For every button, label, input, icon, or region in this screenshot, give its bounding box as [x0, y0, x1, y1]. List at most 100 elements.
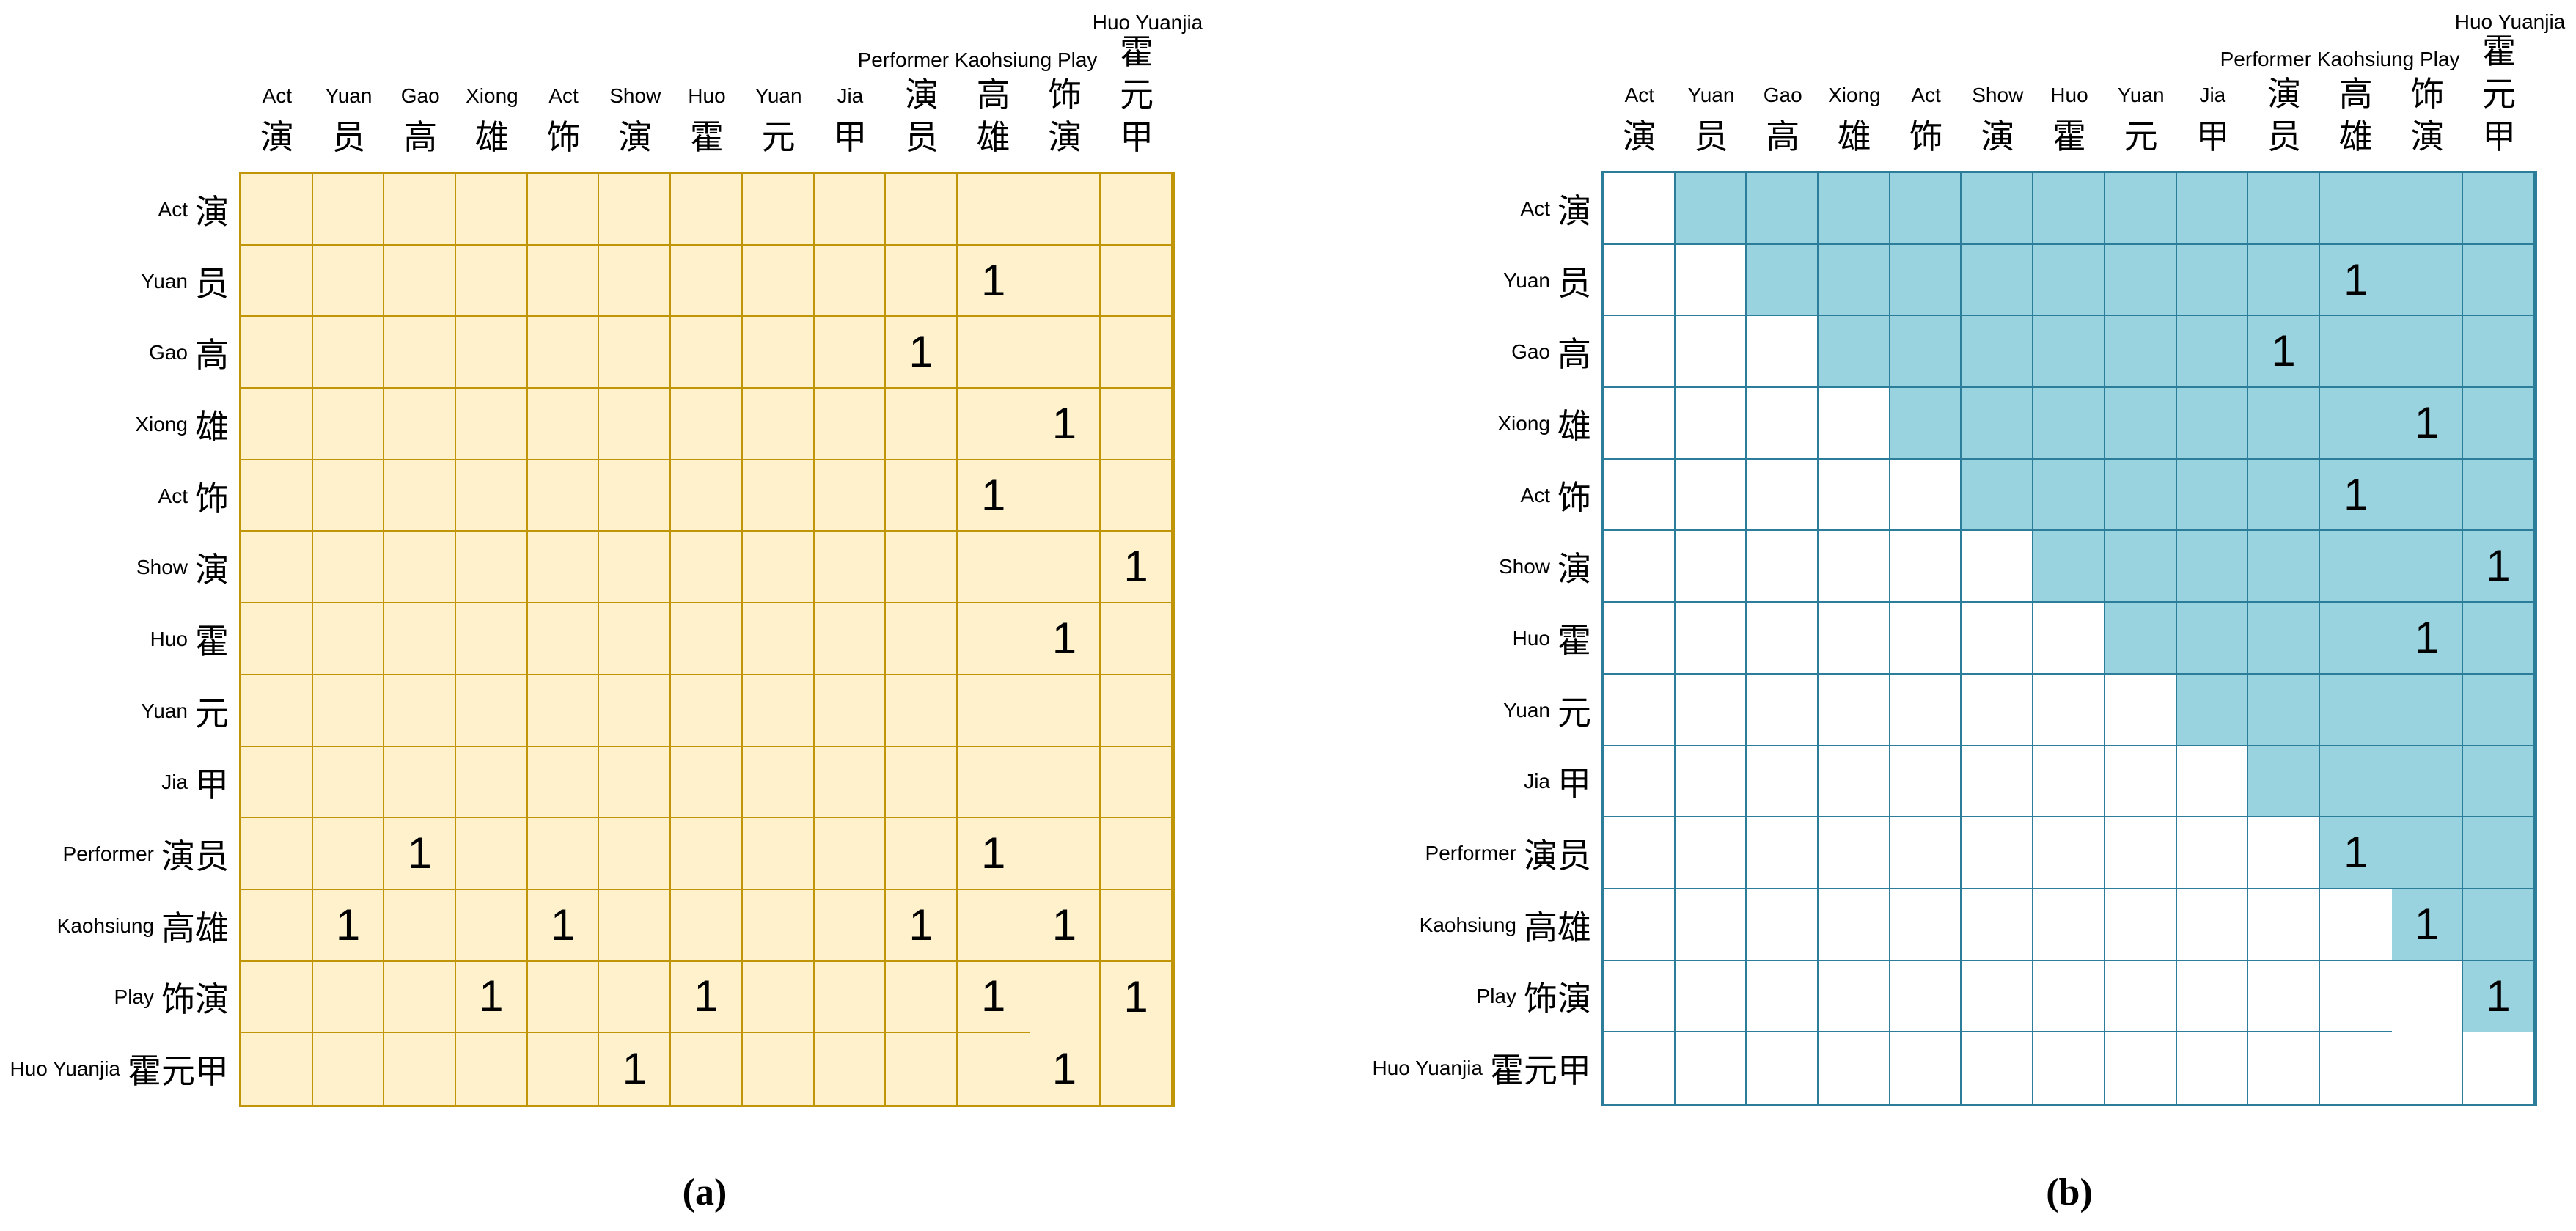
matrix-cell — [2248, 746, 2320, 818]
row-label-en: Kaohsiung — [1419, 913, 1516, 936]
column-header-zh: 演 — [1981, 117, 2015, 156]
row-label-zh: 高雄 — [161, 908, 229, 948]
matrix-cell: 1 — [1029, 389, 1101, 460]
column-header-en: Xiong — [1828, 84, 1881, 106]
row-label-zh: 饰演 — [1524, 979, 1591, 1019]
matrix-cell: 1 — [957, 961, 1030, 1034]
matrix-cell — [527, 460, 600, 532]
matrix-cell — [384, 746, 457, 819]
matrix-cell — [1819, 1032, 1890, 1104]
row-label-zh: 饰 — [195, 478, 229, 518]
matrix-cell — [814, 460, 887, 532]
row-label: Gao 高 — [1276, 316, 1591, 388]
column-header-en: Yuan — [325, 84, 373, 107]
row-label: Jia 甲 — [1276, 746, 1591, 818]
row-label-zh: 霍元甲 — [128, 1051, 229, 1092]
column-header-zh: 饰 — [1048, 75, 1082, 114]
matrix-cell — [599, 317, 672, 389]
matrix-cell — [2463, 603, 2535, 675]
column-header-zh: 元 — [761, 117, 796, 157]
matrix-cell — [2248, 1032, 2320, 1104]
matrix-cell: 1 — [2391, 603, 2464, 675]
matrix-cell — [2391, 746, 2464, 818]
matrix-cell — [1747, 1032, 1819, 1104]
row-label: Play 饰演 — [0, 962, 229, 1034]
matrix-cell — [671, 174, 743, 246]
matrix-cell — [2105, 603, 2177, 675]
matrix-cell — [384, 460, 457, 532]
column-header-zh: 演 — [1622, 117, 1656, 156]
matrix-cell — [671, 746, 743, 819]
matrix-cell — [814, 1033, 887, 1105]
row-label: Xiong 雄 — [0, 389, 229, 460]
matrix-cell — [1890, 960, 1962, 1033]
matrix-cell — [742, 889, 815, 962]
matrix-cell — [1747, 531, 1819, 603]
matrix-cell — [886, 818, 958, 890]
matrix-cell — [2391, 531, 2464, 603]
matrix-cell — [1604, 459, 1676, 532]
matrix-cell — [1675, 244, 1747, 317]
matrix-cell — [1747, 388, 1819, 460]
matrix-cell — [2176, 674, 2249, 746]
matrix-cell — [1962, 889, 2034, 961]
matrix-cell — [1029, 532, 1101, 604]
matrix-cell — [2176, 889, 2249, 961]
matrix-cell — [599, 460, 672, 532]
matrix-cell — [2105, 674, 2177, 746]
row-label: Play 饰演 — [1276, 961, 1591, 1033]
row-label: Performer 演员 — [1276, 817, 1591, 889]
matrix-cell — [527, 1033, 600, 1105]
matrix-cell — [384, 245, 457, 317]
matrix-cell — [957, 389, 1030, 460]
row-label-en: Yuan — [1503, 698, 1550, 721]
row-label: Huo Yuanjia 霍元甲 — [1276, 1032, 1592, 1104]
matrix-cell — [527, 317, 600, 389]
matrix-cell — [1819, 603, 1890, 675]
matrix-cell — [1890, 889, 1962, 961]
matrix-cell — [1675, 603, 1747, 675]
row-label: Yuan 元 — [0, 675, 229, 747]
matrix-cell — [957, 746, 1030, 819]
column-header: Huo 霍 — [2033, 84, 2105, 158]
column-header: 霍元甲 — [2463, 30, 2535, 158]
matrix-cell — [957, 1033, 1030, 1105]
matrix-cell — [2319, 746, 2392, 818]
column-header: Yuan 员 — [313, 85, 385, 158]
matrix-cell — [814, 818, 887, 890]
matrix-cell — [1747, 173, 1819, 245]
column-header: Yuan 元 — [2105, 84, 2177, 158]
matrix-cell — [1962, 817, 2034, 889]
column-header: Xiong 雄 — [1819, 84, 1890, 158]
matrix-cell — [2248, 603, 2320, 675]
row-label: Jia 甲 — [0, 747, 229, 819]
matrix-cell: 1 — [599, 1033, 672, 1105]
matrix-cell — [241, 961, 313, 1034]
matrix-cell — [599, 746, 672, 819]
row-label-en: Show — [1498, 555, 1550, 578]
matrix-cell — [2463, 817, 2535, 889]
matrix-cell — [456, 174, 528, 246]
row-label-zh: 饰演 — [161, 980, 229, 1020]
matrix-cell — [527, 961, 600, 1034]
row-label: Huo Yuanjia 霍元甲 — [0, 1033, 230, 1105]
matrix-cell — [1604, 817, 1676, 889]
row-label-zh: 霍 — [195, 621, 229, 661]
matrix-cell — [599, 675, 672, 747]
row-label-en: Show — [136, 556, 188, 579]
matrix-cell — [1747, 889, 1819, 961]
matrix-cell — [2463, 889, 2535, 961]
matrix-cell — [1890, 388, 1962, 460]
matrix-cell — [384, 675, 457, 747]
row-label: Act 饰 — [1276, 460, 1591, 532]
matrix-cell — [312, 675, 385, 747]
matrix-cell — [599, 532, 672, 604]
matrix-cell — [599, 889, 672, 962]
matrix-cell — [2033, 817, 2105, 889]
column-header-zh: 演 — [905, 75, 939, 114]
matrix-cell — [527, 174, 600, 246]
column-header-en: Yuan — [2117, 84, 2165, 106]
matrix-cell — [2176, 316, 2249, 389]
matrix-cell — [2176, 531, 2249, 603]
